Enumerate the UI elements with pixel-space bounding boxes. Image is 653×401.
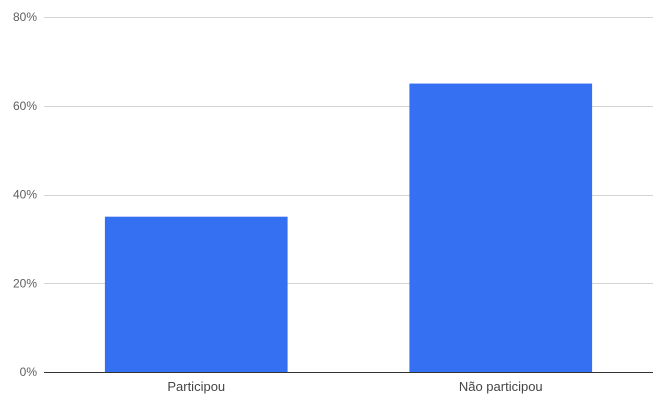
bar	[409, 83, 593, 372]
y-tick-label: 0%	[20, 365, 38, 379]
y-tick-label: 20%	[13, 276, 37, 290]
y-tick-label: 80%	[13, 10, 37, 24]
x-axis-category-labels: Participou Não participou	[167, 379, 542, 394]
x-tick-label: Não participou	[459, 379, 543, 394]
y-axis-tick-labels: 0% 20% 40% 60% 80%	[13, 10, 37, 379]
bar	[104, 216, 288, 372]
y-tick-label: 60%	[13, 99, 37, 113]
x-tick-label: Participou	[167, 379, 225, 394]
y-tick-label: 40%	[13, 188, 37, 202]
bars	[104, 83, 593, 372]
